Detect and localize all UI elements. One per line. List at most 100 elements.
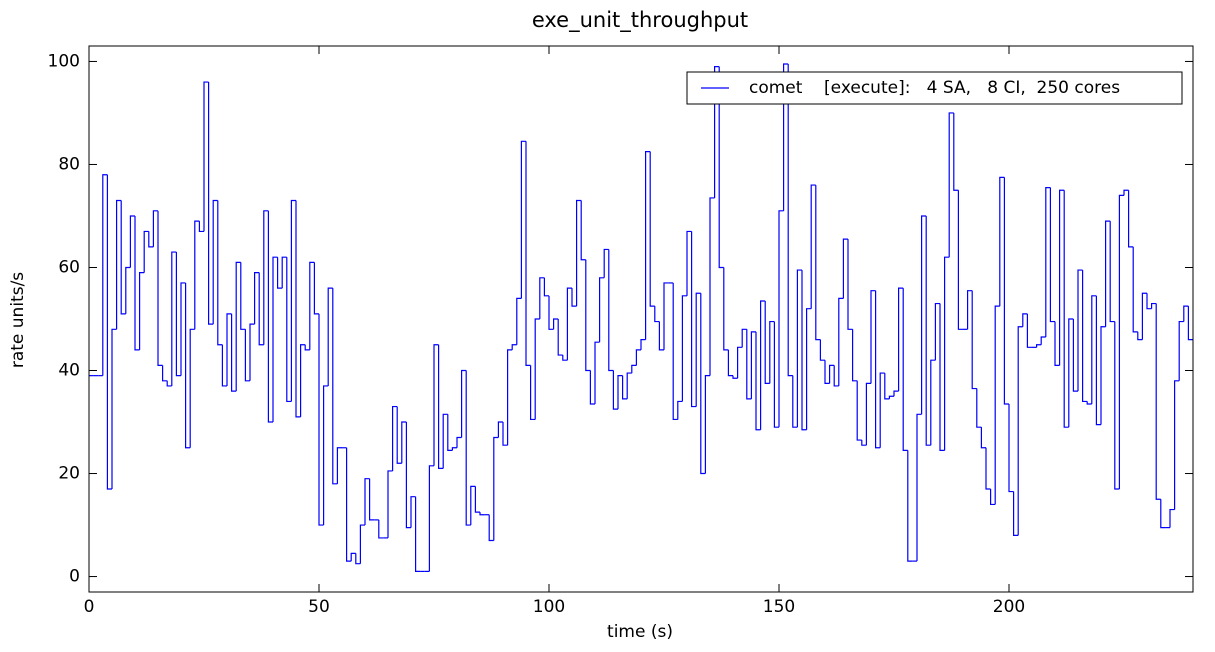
axes-frame — [88, 45, 1194, 593]
step-segment — [1105, 220, 1111, 327]
step-segment — [806, 308, 812, 430]
step-segment — [714, 66, 720, 198]
step-segment — [355, 553, 361, 565]
step-segment — [396, 406, 402, 464]
step-segment — [953, 112, 959, 191]
step-segment — [392, 405, 398, 471]
step-segment — [507, 349, 513, 446]
step-segment — [272, 256, 278, 423]
step-segment — [162, 365, 168, 382]
step-segment — [934, 302, 940, 361]
y-tick-label: 80 — [58, 154, 80, 174]
step-segment — [1114, 321, 1120, 490]
step-segment — [865, 382, 871, 446]
step-segment — [346, 447, 352, 562]
plot-area — [89, 63, 1193, 572]
step-segment — [125, 266, 131, 314]
step-segment — [976, 388, 982, 428]
step-segment — [916, 413, 922, 562]
step-segment — [226, 313, 232, 386]
step-segment — [465, 370, 471, 526]
x-tick-label: 100 — [533, 597, 565, 617]
step-segment — [148, 231, 154, 248]
step-segment — [898, 287, 904, 392]
step-segment — [1022, 313, 1028, 327]
step-segment — [401, 421, 407, 464]
step-segment — [999, 176, 1005, 307]
step-segment — [930, 359, 936, 446]
step-segment — [603, 248, 609, 278]
step-segment — [530, 365, 536, 421]
step-segment — [990, 488, 996, 506]
x-tick-label: 0 — [84, 597, 95, 617]
step-segment — [212, 199, 218, 325]
step-segment — [888, 395, 894, 399]
step-segment — [1174, 380, 1180, 510]
step-segment — [180, 282, 186, 376]
step-segment — [1040, 336, 1046, 345]
step-segment — [985, 447, 991, 490]
step-segment — [323, 385, 329, 526]
step-segment — [1169, 508, 1175, 528]
step-segment — [470, 485, 476, 526]
step-segment — [635, 349, 641, 366]
step-segment — [700, 293, 706, 475]
step-segment — [442, 413, 448, 469]
step-segment — [1008, 403, 1014, 493]
step-segment — [350, 552, 356, 562]
step-segment — [842, 238, 848, 299]
step-segment — [1082, 270, 1088, 403]
step-segment — [106, 174, 112, 490]
step-segment — [612, 370, 618, 410]
step-segment — [405, 422, 411, 529]
step-segment — [1054, 321, 1060, 366]
step-segment — [327, 287, 333, 386]
step-segment — [944, 256, 950, 451]
step-segment — [267, 210, 273, 423]
step-segment — [727, 349, 733, 377]
step-segment — [645, 150, 651, 340]
step-segment — [548, 295, 554, 330]
step-segment — [1160, 499, 1166, 529]
step-segment — [1155, 303, 1161, 500]
step-segment — [1077, 269, 1083, 392]
step-segment — [585, 259, 591, 372]
step-segment — [677, 400, 683, 420]
step-segment — [847, 239, 853, 330]
step-segment — [1109, 221, 1115, 323]
step-segment — [576, 199, 582, 307]
step-segment — [649, 151, 655, 307]
step-segment — [557, 319, 563, 356]
step-segment — [833, 365, 839, 387]
step-segment — [217, 200, 223, 346]
step-segment — [318, 313, 324, 526]
step-segment — [971, 290, 977, 390]
step-segment — [189, 328, 195, 448]
step-segment — [332, 288, 338, 485]
step-segment — [313, 262, 319, 315]
x-tick-label: 50 — [308, 597, 330, 617]
step-segment — [792, 375, 798, 428]
step-segment — [562, 355, 568, 361]
step-segment — [1072, 319, 1078, 392]
step-segment — [1063, 190, 1069, 428]
step-segment — [594, 341, 600, 404]
step-segment — [456, 436, 462, 448]
step-segment — [907, 450, 913, 562]
step-segment — [134, 215, 140, 351]
step-segment — [300, 344, 306, 417]
step-segment — [502, 422, 508, 446]
step-segment — [875, 290, 881, 449]
step-segment — [1059, 189, 1065, 366]
step-segment — [1026, 313, 1032, 348]
step-segment — [884, 373, 890, 400]
step-segment — [185, 282, 191, 449]
step-segment — [1017, 326, 1023, 536]
step-segment — [617, 375, 623, 410]
step-segment — [948, 112, 954, 258]
step-segment — [410, 496, 416, 528]
step-segment — [1132, 246, 1138, 333]
step-segment — [102, 174, 108, 376]
step-segment — [939, 303, 945, 451]
